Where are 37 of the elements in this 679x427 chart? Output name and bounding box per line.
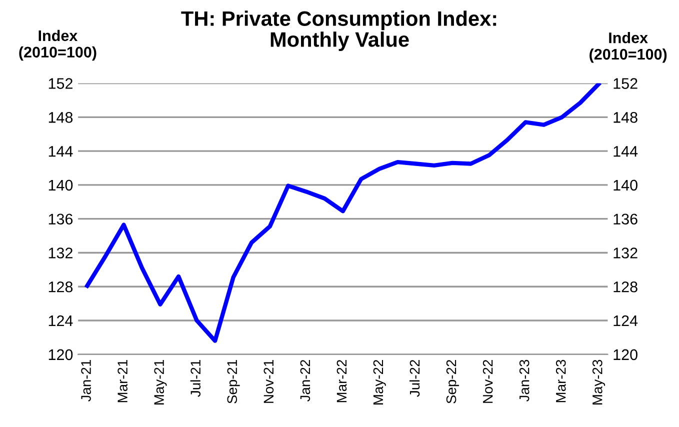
y2-tick-label: 140 <box>614 180 638 191</box>
y2-tick-label: 132 <box>614 248 638 258</box>
x-tick-label: Nov-22 <box>482 360 493 403</box>
y2-tick-label: 148 <box>614 112 638 123</box>
y-tick-label: 144 <box>48 146 73 157</box>
y2-axis-title: Index (2010=100) <box>590 32 667 63</box>
x-tick-label: Mar-21 <box>118 360 128 402</box>
y-tick-label: 132 <box>48 248 72 258</box>
x-tick-label: Jan-22 <box>300 360 310 402</box>
y2-tick-label: 120 <box>614 349 638 360</box>
x-tick-label: Mar-22 <box>336 360 347 402</box>
y2-tick-label: 124 <box>614 315 638 326</box>
y-tick-label: 148 <box>48 112 73 123</box>
y2-tick-label: 152 <box>614 78 638 89</box>
x-tick-label: Jan-23 <box>519 360 530 402</box>
x-tick-label: Nov-21 <box>264 360 274 403</box>
line-series <box>85 83 601 343</box>
y2-tick-label: 136 <box>614 214 638 225</box>
y2-tick-label: 128 <box>614 281 638 292</box>
y-tick-label: 128 <box>48 281 73 292</box>
x-tick-label: May-23 <box>592 360 606 404</box>
y-axis-title: Index (2010=100) <box>19 30 96 61</box>
x-tick-label: May-21 <box>154 360 167 404</box>
x-tick-label: May-22 <box>373 360 386 404</box>
y-tick-label: 152 <box>48 78 72 89</box>
y-tick-label: 120 <box>48 349 73 360</box>
x-tick-label: Jul-22 <box>409 360 420 397</box>
y2-tick-label: 144 <box>614 146 638 157</box>
y-tick-label: 124 <box>48 315 73 326</box>
y-tick-label: 140 <box>48 180 73 191</box>
y-tick-label: 136 <box>48 214 73 225</box>
x-tick-label: Jan-21 <box>81 360 91 402</box>
x-tick-label: Sep-21 <box>227 360 240 404</box>
x-tick-label: Sep-22 <box>446 360 459 404</box>
x-tick-label: Mar-23 <box>556 360 566 402</box>
x-tick-label: Jul-21 <box>190 360 201 397</box>
chart-title: TH: Private Consumption Index: Monthly Value <box>181 10 496 52</box>
